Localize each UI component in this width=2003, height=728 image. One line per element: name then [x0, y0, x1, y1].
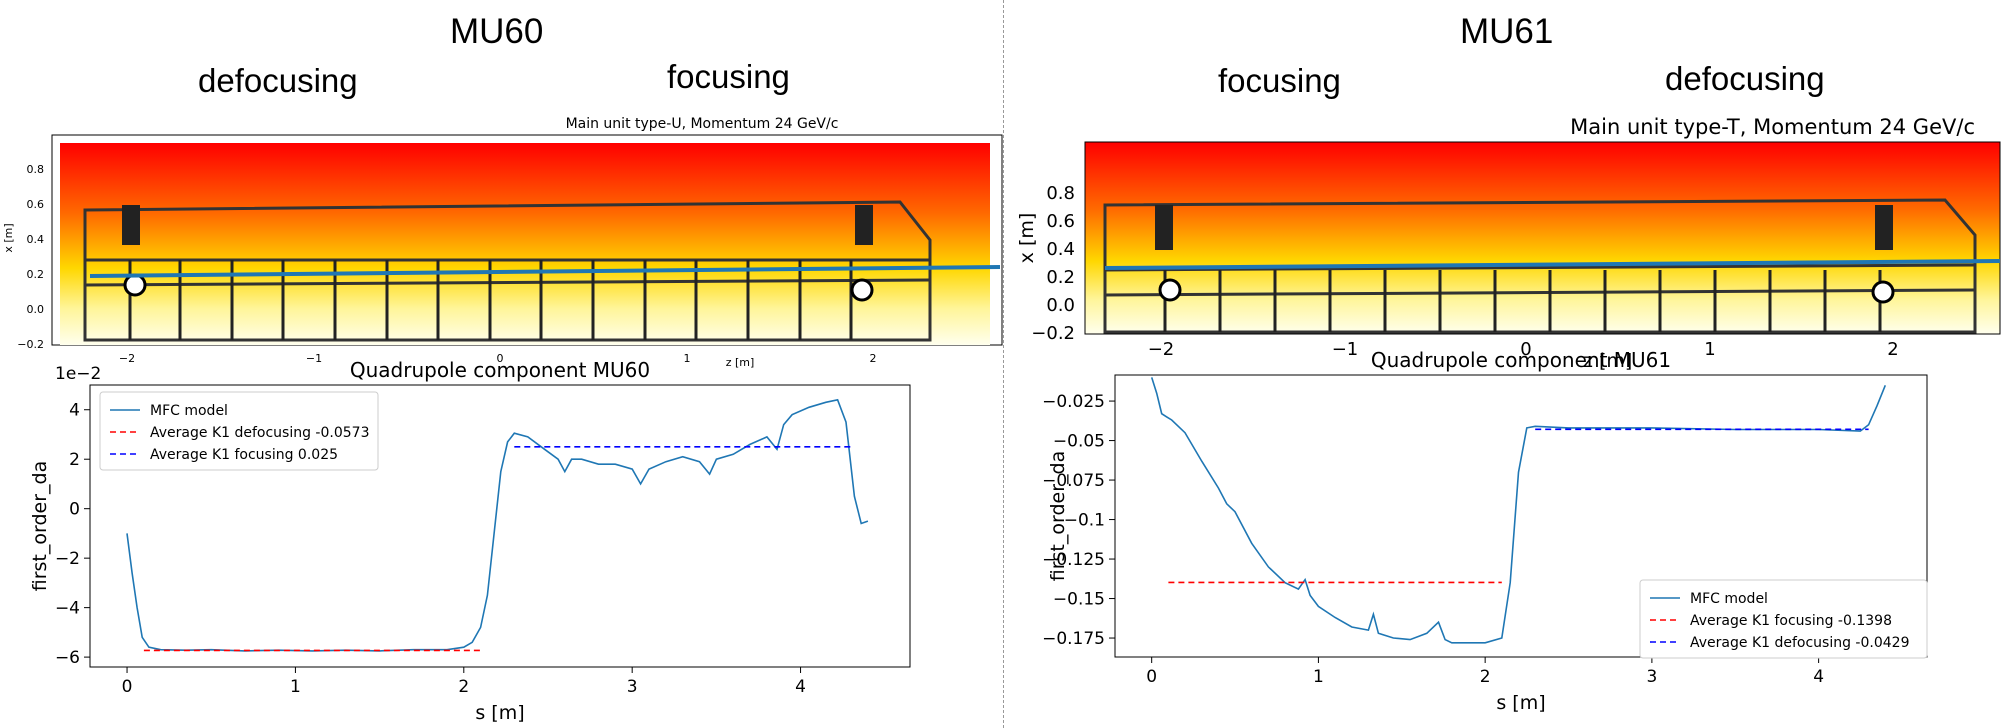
svg-text:0.4: 0.4 — [27, 233, 45, 246]
y-tick-label: −6 — [55, 648, 80, 668]
series-mfc-model — [1150, 377, 1887, 644]
svg-text:0.0: 0.0 — [27, 303, 45, 316]
y-tick-label: 2 — [69, 450, 80, 470]
panel-divider — [1003, 0, 1004, 728]
svg-text:−0.2: −0.2 — [17, 338, 44, 351]
y-axis-label: first_order_da — [1047, 451, 1069, 582]
svg-text:2: 2 — [870, 352, 877, 365]
left-label-defocusing: defocusing — [198, 62, 358, 99]
svg-text:2: 2 — [1887, 339, 1898, 360]
svg-text:0.2: 0.2 — [1046, 267, 1075, 288]
legend-box — [1639, 579, 1928, 659]
right-field-heat — [1084, 141, 2001, 335]
right-field-yticks: −0.2 0.0 0.2 0.4 0.6 0.8 — [1031, 183, 1075, 344]
svg-text:0.8: 0.8 — [1046, 183, 1075, 204]
right-quadrupole-chart: Quadrupole component MU61 0 1 2 3 4 −0.175 −0.1… — [1042, 348, 1928, 714]
y-axis-label: first_order_da — [29, 461, 51, 592]
x-tick-label: 4 — [1813, 667, 1824, 687]
svg-text:−2: −2 — [119, 352, 135, 365]
svg-text:0.6: 0.6 — [27, 198, 45, 211]
x-tick-label: 4 — [795, 677, 806, 697]
svg-text:−1: −1 — [306, 352, 322, 365]
left-label-focusing: focusing — [667, 58, 790, 95]
x-axis-label: s [m] — [475, 702, 524, 724]
y-tick-label: −0.1 — [1064, 511, 1105, 531]
x-tick-label: 3 — [627, 677, 638, 697]
left-field-xticks: −2 −1 0 1 2 — [119, 352, 877, 365]
left-field-xlabel: z [m] — [726, 356, 755, 369]
y-tick-label: −2 — [55, 549, 80, 569]
right-field-map: Main unit type-T, Momentum 24 GeV/c −0.2… — [1016, 115, 2001, 360]
x-tick-label: 1 — [1313, 667, 1324, 687]
svg-text:0: 0 — [497, 352, 504, 365]
svg-text:0.4: 0.4 — [1046, 239, 1075, 260]
y-offset-label: 1e−2 — [55, 364, 101, 384]
svg-text:0.0: 0.0 — [1046, 295, 1075, 316]
legend-entry: Average K1 defocusing -0.0573 — [150, 425, 369, 441]
svg-text:0.6: 0.6 — [1046, 211, 1075, 232]
left-title: MU60 — [450, 12, 544, 51]
legend-entry: Average K1 focusing -0.1398 — [1690, 613, 1892, 629]
y-tick-label: −0.175 — [1042, 629, 1105, 649]
x-tick-label: 2 — [458, 677, 469, 697]
svg-text:0: 0 — [1520, 339, 1531, 360]
left-field-ylabel: x [m] — [2, 223, 15, 252]
right-magnet-outline — [1103, 198, 1977, 334]
left-quadrupole-chart: Quadrupole component MU60 0 1 2 3 4 −6 −4 −2 0 2 4 s… — [29, 358, 911, 724]
y-tick-label: −0.125 — [1042, 550, 1105, 570]
series-mfc-model — [126, 398, 869, 652]
legend-entry: MFC model — [1690, 591, 1768, 607]
left-field-yticks: −0.2 0.0 0.2 0.4 0.6 0.8 — [17, 163, 44, 351]
svg-text:1: 1 — [1704, 339, 1715, 360]
svg-text:0.8: 0.8 — [27, 163, 45, 176]
x-axis-label: s [m] — [1496, 692, 1545, 714]
legend-entry: Average K1 focusing 0.025 — [150, 447, 338, 463]
svg-text:−1: −1 — [1332, 339, 1359, 360]
right-field-xticks: −2 −1 0 1 2 — [1148, 339, 1899, 360]
left-field-map: Main unit type-U, Momentum 24 GeV/c −0.2… — [2, 116, 1003, 369]
left-field-title: Main unit type-U, Momentum 24 GeV/c — [566, 116, 839, 132]
y-tick-label: −0.05 — [1053, 432, 1105, 452]
right-magnet-supports — [1155, 205, 1895, 304]
x-tick-label: 0 — [122, 677, 133, 697]
right-title: MU61 — [1460, 12, 1554, 51]
left-field-heat — [60, 143, 990, 345]
right-label-defocusing: defocusing — [1665, 60, 1825, 97]
right-field-xlabel: z [m] — [1583, 350, 1633, 372]
chart-title: Quadrupole component MU61 — [1371, 348, 1671, 372]
left-beam-line — [89, 265, 1001, 278]
y-tick-label: −0.025 — [1042, 392, 1105, 412]
legend-box — [99, 391, 379, 471]
left-magnet-outline — [83, 200, 932, 342]
y-tick-label: 0 — [69, 500, 80, 520]
svg-text:−0.2: −0.2 — [1031, 323, 1075, 344]
left-magnet-supports — [122, 205, 874, 302]
x-tick-label: 0 — [1146, 667, 1157, 687]
chart-title: Quadrupole component MU60 — [350, 358, 650, 382]
y-tick-label: −0.075 — [1042, 471, 1105, 491]
legend-entry: MFC model — [150, 403, 228, 419]
x-tick-label: 3 — [1646, 667, 1657, 687]
svg-text:1: 1 — [684, 352, 691, 365]
y-tick-label: 4 — [69, 401, 80, 421]
x-tick-label: 1 — [290, 677, 301, 697]
y-tick-label: −0.15 — [1053, 590, 1105, 610]
y-tick-label: −4 — [55, 599, 80, 619]
legend-entry: Average K1 defocusing -0.0429 — [1690, 635, 1909, 651]
right-field-title: Main unit type-T, Momentum 24 GeV/c — [1570, 115, 1975, 139]
svg-text:−2: −2 — [1148, 339, 1175, 360]
x-tick-label: 2 — [1480, 667, 1491, 687]
svg-text:0.2: 0.2 — [27, 268, 45, 281]
right-beam-line — [1104, 259, 2001, 270]
right-label-focusing: focusing — [1218, 62, 1341, 99]
right-field-ylabel: x [m] — [1016, 213, 1038, 264]
